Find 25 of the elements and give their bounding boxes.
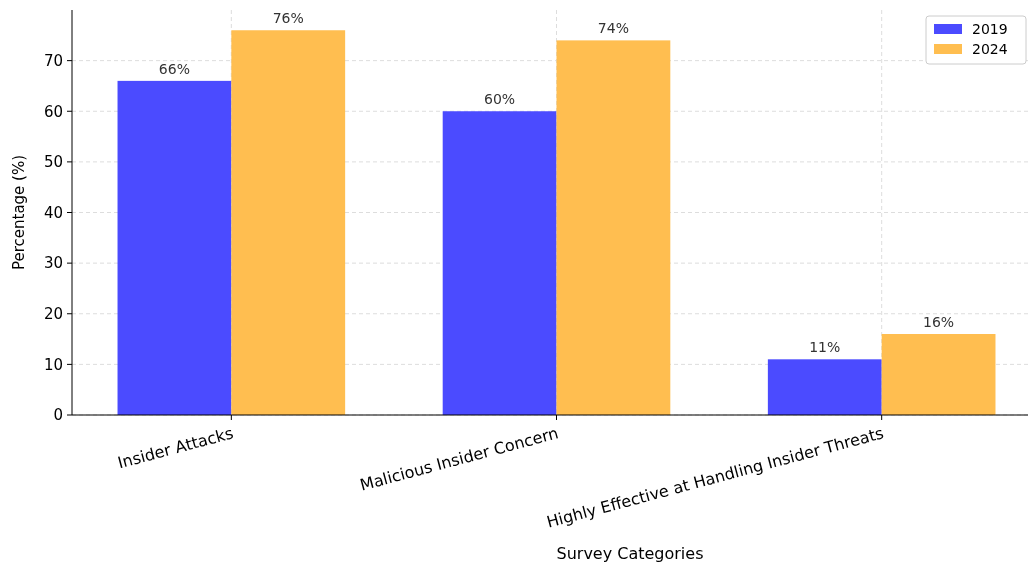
y-tick-label: 30 (43, 254, 63, 273)
y-tick-label: 20 (43, 305, 63, 323)
data-label: 74% (597, 20, 629, 37)
data-label: 11% (809, 339, 841, 356)
legend-label: 2019 (972, 20, 1008, 37)
bar (556, 40, 671, 415)
y-tick-label: 40 (43, 203, 63, 222)
y-tick-label: 10 (43, 355, 63, 374)
y-axis-title: Percentage (%) (10, 154, 28, 271)
data-label: 66% (158, 60, 190, 77)
bar (442, 111, 557, 415)
data-label: 16% (923, 314, 955, 330)
x-tick-label: Insider Attacks (115, 423, 236, 473)
y-tick-label: 60 (43, 102, 63, 121)
data-label: 60% (484, 91, 516, 108)
bar (881, 334, 996, 415)
y-tick-label: 0 (53, 406, 63, 425)
x-axis-title: Survey Categories (556, 544, 704, 563)
data-label: 76% (272, 10, 304, 27)
legend-label: 2024 (972, 40, 1008, 57)
bar (117, 80, 232, 415)
y-tick-label: 50 (43, 153, 63, 172)
bar (231, 30, 346, 415)
y-tick-label: 70 (43, 51, 63, 70)
bar (767, 359, 882, 415)
